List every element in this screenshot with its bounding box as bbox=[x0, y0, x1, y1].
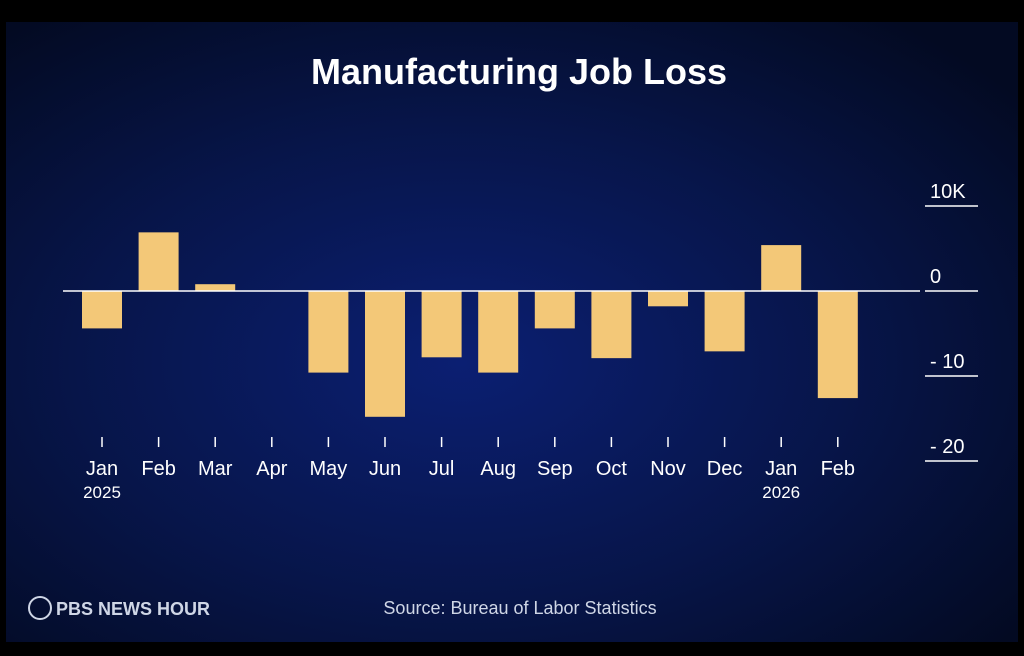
logo-text: PBS NEWS HOUR bbox=[56, 599, 210, 619]
year-label: 2025 bbox=[83, 483, 121, 502]
bar bbox=[478, 291, 519, 373]
y-tick-label: - 10 bbox=[930, 351, 964, 373]
y-tick-label: 0 bbox=[930, 266, 941, 288]
x-tick-label: Sep bbox=[537, 458, 573, 480]
bar bbox=[648, 291, 688, 307]
bar bbox=[817, 291, 858, 399]
x-tick-label: Mar bbox=[198, 458, 233, 480]
bar bbox=[534, 291, 575, 329]
x-tick-label: May bbox=[310, 458, 348, 480]
x-tick-label: Jan bbox=[86, 458, 118, 480]
bar bbox=[591, 291, 632, 359]
logo-icon bbox=[28, 596, 52, 620]
bar bbox=[365, 291, 405, 417]
bar bbox=[195, 284, 236, 291]
y-tick-label: 10K bbox=[930, 181, 966, 203]
bar bbox=[138, 232, 179, 291]
x-tick-label: Nov bbox=[650, 458, 686, 480]
x-tick-label: Dec bbox=[707, 458, 743, 480]
y-tick-label: - 20 bbox=[930, 436, 964, 458]
bar bbox=[308, 291, 349, 373]
chart-title: Manufacturing Job Loss bbox=[311, 51, 727, 92]
logo: PBS NEWS HOUR bbox=[28, 596, 210, 620]
x-tick-label: Feb bbox=[821, 458, 855, 480]
bar bbox=[704, 291, 745, 352]
x-tick-label: Jan bbox=[765, 458, 797, 480]
source: Source: Bureau of Labor Statistics bbox=[383, 598, 656, 618]
bar bbox=[82, 291, 122, 329]
x-tick-label: Oct bbox=[596, 458, 628, 480]
x-tick-label: Aug bbox=[480, 458, 516, 480]
x-tick-label: Feb bbox=[141, 458, 175, 480]
x-tick-label: Jul bbox=[429, 458, 455, 480]
year-label: 2026 bbox=[762, 483, 800, 502]
bar bbox=[421, 291, 462, 358]
x-tick-label: Jun bbox=[369, 458, 401, 480]
bar bbox=[761, 245, 802, 291]
x-tick-label: Apr bbox=[256, 458, 287, 480]
